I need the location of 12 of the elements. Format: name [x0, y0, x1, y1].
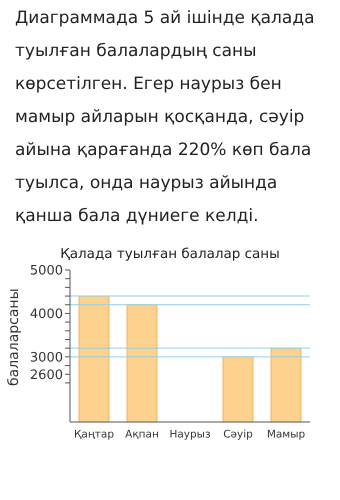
y-tick-label: 3000	[30, 350, 63, 366]
y-tick-label: 2600	[30, 368, 63, 383]
x-tick-label: Қаңтар	[74, 428, 114, 440]
x-tick-label: Ақпан	[125, 428, 159, 440]
x-tick-label: Наурыз	[169, 428, 211, 440]
y-tick-label: 4000	[30, 307, 63, 322]
x-tick-label: Мамыр	[266, 428, 306, 440]
y-axis-title: балаларсаны	[6, 288, 22, 386]
y-tick-label: 5000	[30, 264, 63, 279]
chart-title: Қалада туылған балалар саны	[59, 246, 281, 262]
x-tick-label: Сәуір	[223, 428, 254, 440]
text: Диаграммада 5 ай ішінде қалада туылған балалардың саны көрсетілген. Егер наурыз бен мамыр айларын қосқанда, сәуір айына қарағанда 220% көп бала туылса, онда наурыз айында қанша бала дүниеге келді.	[15, 7, 315, 228]
